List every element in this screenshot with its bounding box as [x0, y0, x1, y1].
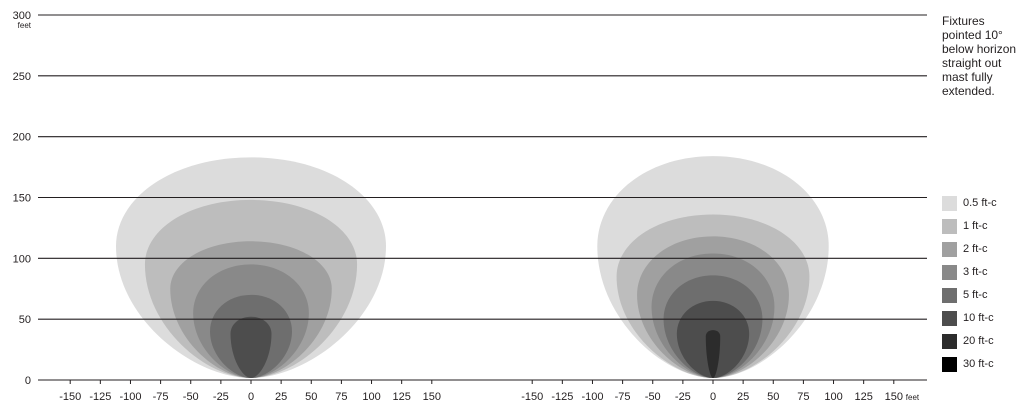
legend-label: 10 ft-c — [963, 312, 994, 324]
legend-item: 30 ft-c — [942, 357, 1030, 380]
legend-swatch — [942, 288, 957, 303]
x-tick-label: 75 — [335, 391, 347, 403]
legend-label: 5 ft-c — [963, 289, 988, 301]
x-tick-label: 25 — [275, 391, 287, 403]
x-tick-label: -125 — [551, 391, 573, 403]
contours-layer — [116, 156, 829, 378]
legend-item: 3 ft-c — [942, 265, 1030, 288]
x-tick-label: -25 — [675, 391, 691, 403]
x-tick-label: -100 — [119, 391, 141, 403]
x-tick-label: -25 — [213, 391, 229, 403]
x-tick-label: -100 — [581, 391, 603, 403]
x-tick-label: 25 — [737, 391, 749, 403]
y-tick-label: 0 — [25, 375, 31, 387]
isofootcandle-contour — [230, 316, 272, 378]
x-tick-label: 150 — [423, 391, 441, 403]
legend-swatch — [942, 242, 957, 257]
legend-label: 30 ft-c — [963, 358, 994, 370]
legend-swatch — [942, 196, 957, 211]
legend-item: 20 ft-c — [942, 334, 1030, 357]
legend-label: 2 ft-c — [963, 243, 988, 255]
x-tick-label: 125 — [854, 391, 872, 403]
x-axis: -150 -125 -100 -75 -50 -25 0 25 50 75 100 125 150 fee… — [521, 380, 920, 403]
isofootcandle-plot — [597, 156, 829, 378]
x-tick-label: 0 — [248, 391, 254, 403]
y-tick-label: 250 — [13, 71, 31, 83]
legend-swatch — [942, 311, 957, 326]
note-line: straight out — [942, 56, 1002, 70]
x-tick-label: -75 — [153, 391, 169, 403]
x-tick-label: 50 — [767, 391, 779, 403]
x-tick-label: 0 — [710, 391, 716, 403]
isofootcandle-contour — [705, 330, 721, 378]
legend: 0.5 ft-c 1 ft-c 2 ft-c 3 ft-c 5 ft-c 10 ft-c 2… — [942, 196, 1030, 380]
axis-layer: -150 -125 -100 -75 -50 -25 0 25 50 75 100 125 150 -15… — [59, 380, 920, 403]
y-tick-label: 100 — [13, 253, 31, 265]
note-line: Fixtures — [942, 14, 985, 28]
legend-label: 0.5 ft-c — [963, 197, 997, 209]
legend-swatch — [942, 219, 957, 234]
note-line: mast fully — [942, 70, 993, 84]
note-line: below horizon — [942, 42, 1017, 56]
y-unit-label: feet — [18, 21, 32, 30]
legend-item: 10 ft-c — [942, 311, 1030, 334]
fixture-note: Fixtures pointed 10° below horizon strai… — [942, 14, 1028, 98]
x-tick-label: -150 — [59, 391, 81, 403]
x-tick-label: 75 — [797, 391, 809, 403]
note-line: extended. — [942, 84, 995, 98]
legend-item: 1 ft-c — [942, 219, 1030, 242]
legend-label: 3 ft-c — [963, 266, 988, 278]
isofootcandle-plot — [116, 157, 386, 378]
legend-swatch — [942, 357, 957, 372]
x-unit-label: feet — [906, 393, 920, 402]
legend-item: 5 ft-c — [942, 288, 1030, 311]
y-tick-label: 50 — [19, 314, 31, 326]
legend-label: 1 ft-c — [963, 220, 988, 232]
x-tick-label: -50 — [183, 391, 199, 403]
legend-label: 20 ft-c — [963, 335, 994, 347]
x-tick-label: -75 — [615, 391, 631, 403]
x-tick-label: 150 — [885, 391, 903, 403]
x-tick-label: 100 — [362, 391, 380, 403]
legend-swatch — [942, 334, 957, 349]
legend-item: 2 ft-c — [942, 242, 1030, 265]
x-tick-label: 125 — [392, 391, 410, 403]
x-tick-label: -50 — [645, 391, 661, 403]
x-tick-label: -125 — [89, 391, 111, 403]
y-tick-label: 150 — [13, 192, 31, 204]
x-tick-label: 50 — [305, 391, 317, 403]
x-tick-label: -150 — [521, 391, 543, 403]
legend-item: 0.5 ft-c — [942, 196, 1030, 219]
y-tick-label: 200 — [13, 132, 31, 144]
legend-swatch — [942, 265, 957, 280]
x-tick-label: 100 — [824, 391, 842, 403]
y-tick-label: 300 — [13, 10, 31, 22]
x-axis: -150 -125 -100 -75 -50 -25 0 25 50 75 100 125 150 — [59, 380, 441, 403]
note-line: pointed 10° — [942, 28, 1003, 42]
